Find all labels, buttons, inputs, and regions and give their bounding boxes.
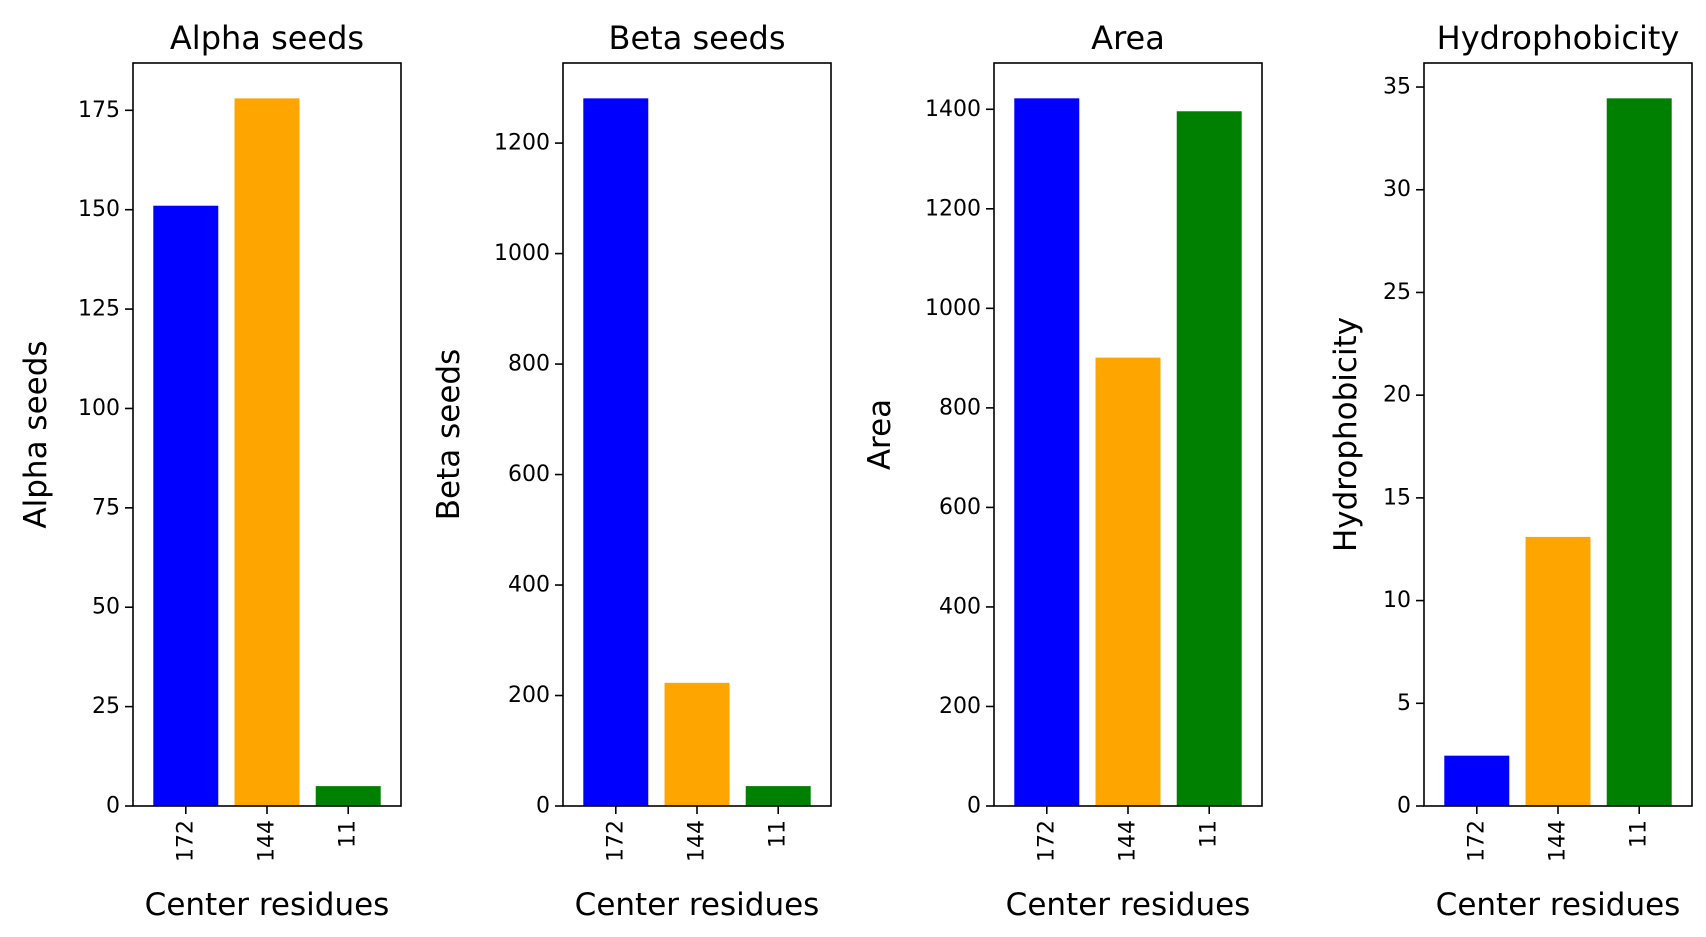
y-axis-label: Hydrophobicity (1328, 317, 1364, 552)
y-tick-label: 400 (508, 573, 550, 598)
x-tick-label: 144 (1546, 820, 1571, 862)
y-tick-label: 15 (1383, 485, 1411, 510)
x-tick-label: 144 (255, 820, 280, 862)
y-tick-label: 600 (508, 462, 550, 487)
y-tick-label: 150 (78, 197, 120, 222)
bar-172 (583, 98, 649, 807)
bar-144 (1525, 536, 1591, 806)
y-tick-label: 600 (939, 495, 981, 520)
y-tick-label: 25 (1383, 280, 1411, 305)
y-tick-label: 175 (78, 98, 120, 123)
bar-144 (1095, 357, 1161, 806)
y-tick-label: 1000 (925, 296, 981, 321)
x-tick-label: 11 (766, 820, 791, 848)
chart-panel-3: 0 200 400 600 800 1000 1200 1400 172 144 11 Area Cen… (862, 19, 1263, 923)
panel-title: Area (1091, 19, 1165, 57)
panel-title: Hydrophobicity (1437, 19, 1680, 57)
y-tick-label: 1400 (925, 97, 981, 122)
y-tick-label: 5 (1397, 691, 1411, 716)
x-tick-label: 172 (1034, 820, 1059, 862)
x-axis-label: Center residues (145, 887, 390, 923)
y-tick-label: 200 (508, 683, 550, 708)
y-tick-label: 0 (1397, 794, 1411, 819)
y-tick-label: 75 (92, 495, 120, 520)
y-tick-label: 400 (939, 594, 981, 619)
bar-11 (745, 786, 811, 806)
x-axis-label: Center residues (575, 887, 820, 923)
bar-144 (664, 682, 730, 806)
y-tick-label: 1200 (925, 196, 981, 221)
y-tick-label: 0 (106, 794, 120, 819)
x-axis-label: Center residues (1006, 887, 1251, 923)
bar-11 (1176, 111, 1242, 806)
chart-panel-4: 0 5 10 15 20 25 30 35 172 144 11 Hydrophobicity Cent… (1328, 19, 1693, 923)
bar-172 (1014, 98, 1080, 806)
y-tick-label: 10 (1383, 588, 1411, 613)
x-tick-label: 172 (603, 820, 628, 862)
y-tick-label: 50 (92, 595, 120, 620)
y-tick-label: 35 (1383, 75, 1411, 100)
x-tick-label: 144 (685, 820, 710, 862)
panel-title: Beta seeds (609, 19, 786, 57)
y-tick-label: 1200 (494, 131, 550, 156)
y-tick-label: 0 (536, 794, 550, 819)
y-axis-label: Area (862, 399, 898, 470)
x-tick-label: 172 (173, 820, 198, 862)
y-tick-label: 30 (1383, 177, 1411, 202)
x-tick-label: 144 (1116, 820, 1141, 862)
y-tick-label: 200 (939, 694, 981, 719)
y-tick-label: 800 (939, 395, 981, 420)
x-tick-label: 11 (1197, 820, 1222, 848)
x-tick-label: 11 (336, 820, 361, 848)
x-tick-label: 11 (1627, 820, 1652, 848)
y-tick-label: 125 (78, 297, 120, 322)
bar-172 (153, 205, 219, 807)
bar-172 (1444, 755, 1510, 806)
chart-panel-1: 0 25 50 75 100 125 150 175 172 144 11 Alpha seeds Ce… (18, 19, 402, 923)
y-tick-label: 1000 (494, 241, 550, 266)
panel-title: Alpha seeds (170, 19, 364, 57)
chart-panel-2: 0 200 400 600 800 1000 1200 172 144 11 Beta seeds C… (431, 19, 832, 923)
x-tick-label: 172 (1464, 820, 1489, 862)
bar-11 (1606, 98, 1672, 806)
y-tick-label: 0 (967, 794, 981, 819)
y-tick-label: 100 (78, 396, 120, 421)
x-axis-label: Center residues (1436, 887, 1681, 923)
y-tick-label: 20 (1383, 383, 1411, 408)
y-tick-label: 800 (508, 352, 550, 377)
y-tick-label: 25 (92, 694, 120, 719)
y-axis-label: Alpha seeds (18, 340, 54, 528)
y-axis-label: Beta seeds (431, 349, 467, 520)
bar-144 (234, 98, 300, 806)
bar-11 (315, 786, 381, 806)
